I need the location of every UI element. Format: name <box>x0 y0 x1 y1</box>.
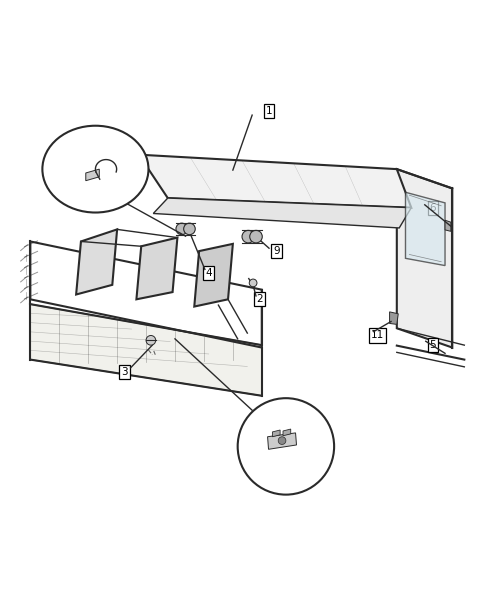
Circle shape <box>249 279 257 287</box>
Circle shape <box>278 437 285 445</box>
Text: 1: 1 <box>265 106 272 116</box>
Text: 8: 8 <box>69 141 76 151</box>
Polygon shape <box>272 430 280 437</box>
Circle shape <box>242 230 254 243</box>
Polygon shape <box>153 198 410 228</box>
Polygon shape <box>389 312 397 325</box>
Text: 5: 5 <box>429 340 436 350</box>
Circle shape <box>146 336 155 345</box>
Polygon shape <box>136 237 177 299</box>
Text: 4: 4 <box>205 268 212 278</box>
Polygon shape <box>76 229 117 294</box>
Polygon shape <box>283 429 290 436</box>
Polygon shape <box>444 220 450 231</box>
Circle shape <box>176 223 187 234</box>
Text: 6: 6 <box>429 203 436 213</box>
Circle shape <box>249 230 262 243</box>
Text: 11: 11 <box>370 330 383 340</box>
Polygon shape <box>405 192 444 266</box>
Polygon shape <box>86 169 99 181</box>
Text: 2: 2 <box>256 294 262 305</box>
Polygon shape <box>194 244 232 306</box>
Ellipse shape <box>42 125 148 213</box>
Circle shape <box>183 223 195 234</box>
Polygon shape <box>30 304 261 396</box>
Circle shape <box>237 398 333 495</box>
Polygon shape <box>396 169 452 348</box>
Polygon shape <box>138 155 410 208</box>
Text: 3: 3 <box>121 367 127 376</box>
Text: 9: 9 <box>272 246 279 256</box>
Polygon shape <box>267 433 296 449</box>
Text: 7: 7 <box>313 449 320 459</box>
